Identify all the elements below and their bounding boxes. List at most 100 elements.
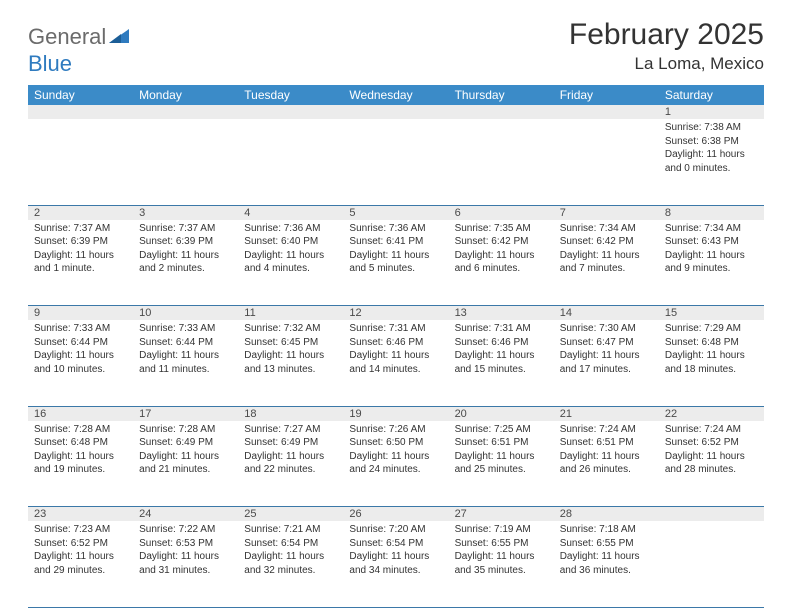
sunset-text: Sunset: 6:42 PM bbox=[455, 235, 548, 249]
sunrise-text: Sunrise: 7:27 AM bbox=[244, 423, 337, 437]
sunset-text: Sunset: 6:54 PM bbox=[349, 537, 442, 551]
day-number: 17 bbox=[133, 406, 238, 421]
daylight-text: Daylight: 11 hours and 34 minutes. bbox=[349, 550, 442, 577]
sunset-text: Sunset: 6:52 PM bbox=[34, 537, 127, 551]
daylight-text: Daylight: 11 hours and 25 minutes. bbox=[455, 450, 548, 477]
day-number: 21 bbox=[554, 406, 659, 421]
day-cell: Sunrise: 7:22 AMSunset: 6:53 PMDaylight:… bbox=[133, 521, 238, 607]
day-number: 3 bbox=[133, 205, 238, 220]
sunset-text: Sunset: 6:52 PM bbox=[665, 436, 758, 450]
day-cell: Sunrise: 7:23 AMSunset: 6:52 PMDaylight:… bbox=[28, 521, 133, 607]
sunrise-text: Sunrise: 7:20 AM bbox=[349, 523, 442, 537]
day-cell: Sunrise: 7:34 AMSunset: 6:42 PMDaylight:… bbox=[554, 220, 659, 306]
day-cell: Sunrise: 7:24 AMSunset: 6:52 PMDaylight:… bbox=[659, 421, 764, 507]
day-number: 14 bbox=[554, 306, 659, 321]
sunrise-text: Sunrise: 7:28 AM bbox=[139, 423, 232, 437]
day-cell: Sunrise: 7:35 AMSunset: 6:42 PMDaylight:… bbox=[449, 220, 554, 306]
day-number: 19 bbox=[343, 406, 448, 421]
sunset-text: Sunset: 6:48 PM bbox=[665, 336, 758, 350]
daylight-text: Daylight: 11 hours and 32 minutes. bbox=[244, 550, 337, 577]
sunset-text: Sunset: 6:49 PM bbox=[139, 436, 232, 450]
day-number: 2 bbox=[28, 205, 133, 220]
daylight-text: Daylight: 11 hours and 22 minutes. bbox=[244, 450, 337, 477]
day-number: 24 bbox=[133, 507, 238, 522]
day-cell: Sunrise: 7:29 AMSunset: 6:48 PMDaylight:… bbox=[659, 320, 764, 406]
daylight-text: Daylight: 11 hours and 10 minutes. bbox=[34, 349, 127, 376]
sunset-text: Sunset: 6:38 PM bbox=[665, 135, 758, 149]
sunrise-text: Sunrise: 7:26 AM bbox=[349, 423, 442, 437]
day-number: 25 bbox=[238, 507, 343, 522]
day-cell: Sunrise: 7:20 AMSunset: 6:54 PMDaylight:… bbox=[343, 521, 448, 607]
day-content-row: Sunrise: 7:38 AMSunset: 6:38 PMDaylight:… bbox=[28, 119, 764, 205]
day-number bbox=[554, 105, 659, 119]
sunset-text: Sunset: 6:48 PM bbox=[34, 436, 127, 450]
day-number: 12 bbox=[343, 306, 448, 321]
day-cell bbox=[238, 119, 343, 205]
sunrise-text: Sunrise: 7:18 AM bbox=[560, 523, 653, 537]
day-cell: Sunrise: 7:27 AMSunset: 6:49 PMDaylight:… bbox=[238, 421, 343, 507]
day-cell: Sunrise: 7:32 AMSunset: 6:45 PMDaylight:… bbox=[238, 320, 343, 406]
weekday-header: Saturday bbox=[659, 85, 764, 105]
sunrise-text: Sunrise: 7:37 AM bbox=[34, 222, 127, 236]
day-number: 23 bbox=[28, 507, 133, 522]
daylight-text: Daylight: 11 hours and 11 minutes. bbox=[139, 349, 232, 376]
sunrise-text: Sunrise: 7:19 AM bbox=[455, 523, 548, 537]
sunrise-text: Sunrise: 7:35 AM bbox=[455, 222, 548, 236]
sunset-text: Sunset: 6:55 PM bbox=[455, 537, 548, 551]
day-number bbox=[28, 105, 133, 119]
day-number: 11 bbox=[238, 306, 343, 321]
day-cell bbox=[343, 119, 448, 205]
sunset-text: Sunset: 6:51 PM bbox=[455, 436, 548, 450]
day-cell: Sunrise: 7:34 AMSunset: 6:43 PMDaylight:… bbox=[659, 220, 764, 306]
day-number-row: 9101112131415 bbox=[28, 306, 764, 321]
weekday-header: Friday bbox=[554, 85, 659, 105]
day-cell bbox=[449, 119, 554, 205]
day-number: 9 bbox=[28, 306, 133, 321]
sunrise-text: Sunrise: 7:25 AM bbox=[455, 423, 548, 437]
day-content-row: Sunrise: 7:37 AMSunset: 6:39 PMDaylight:… bbox=[28, 220, 764, 306]
day-number bbox=[343, 105, 448, 119]
daylight-text: Daylight: 11 hours and 0 minutes. bbox=[665, 148, 758, 175]
sunrise-text: Sunrise: 7:36 AM bbox=[349, 222, 442, 236]
sunrise-text: Sunrise: 7:32 AM bbox=[244, 322, 337, 336]
day-cell: Sunrise: 7:25 AMSunset: 6:51 PMDaylight:… bbox=[449, 421, 554, 507]
daylight-text: Daylight: 11 hours and 9 minutes. bbox=[665, 249, 758, 276]
sunrise-text: Sunrise: 7:22 AM bbox=[139, 523, 232, 537]
day-content-row: Sunrise: 7:28 AMSunset: 6:48 PMDaylight:… bbox=[28, 421, 764, 507]
weekday-header-row: Sunday Monday Tuesday Wednesday Thursday… bbox=[28, 85, 764, 105]
day-cell bbox=[554, 119, 659, 205]
day-number: 1 bbox=[659, 105, 764, 119]
day-number bbox=[449, 105, 554, 119]
day-cell: Sunrise: 7:36 AMSunset: 6:40 PMDaylight:… bbox=[238, 220, 343, 306]
daylight-text: Daylight: 11 hours and 1 minute. bbox=[34, 249, 127, 276]
sunset-text: Sunset: 6:46 PM bbox=[455, 336, 548, 350]
weekday-header: Monday bbox=[133, 85, 238, 105]
weekday-header: Tuesday bbox=[238, 85, 343, 105]
sunrise-text: Sunrise: 7:29 AM bbox=[665, 322, 758, 336]
daylight-text: Daylight: 11 hours and 21 minutes. bbox=[139, 450, 232, 477]
brand-name-a: General bbox=[28, 24, 106, 49]
month-title: February 2025 bbox=[569, 18, 764, 52]
sunset-text: Sunset: 6:55 PM bbox=[560, 537, 653, 551]
brand-logo: General Blue bbox=[28, 24, 131, 77]
sunrise-text: Sunrise: 7:38 AM bbox=[665, 121, 758, 135]
day-cell: Sunrise: 7:19 AMSunset: 6:55 PMDaylight:… bbox=[449, 521, 554, 607]
brand-name-b: Blue bbox=[28, 51, 72, 76]
day-cell: Sunrise: 7:31 AMSunset: 6:46 PMDaylight:… bbox=[449, 320, 554, 406]
day-number: 10 bbox=[133, 306, 238, 321]
day-number bbox=[659, 507, 764, 522]
day-cell: Sunrise: 7:33 AMSunset: 6:44 PMDaylight:… bbox=[28, 320, 133, 406]
weekday-header: Wednesday bbox=[343, 85, 448, 105]
sail-icon bbox=[109, 25, 131, 51]
sunrise-text: Sunrise: 7:28 AM bbox=[34, 423, 127, 437]
daylight-text: Daylight: 11 hours and 24 minutes. bbox=[349, 450, 442, 477]
daylight-text: Daylight: 11 hours and 7 minutes. bbox=[560, 249, 653, 276]
daylight-text: Daylight: 11 hours and 18 minutes. bbox=[665, 349, 758, 376]
day-number-row: 232425262728 bbox=[28, 507, 764, 522]
day-number: 18 bbox=[238, 406, 343, 421]
day-cell: Sunrise: 7:37 AMSunset: 6:39 PMDaylight:… bbox=[133, 220, 238, 306]
day-cell: Sunrise: 7:28 AMSunset: 6:48 PMDaylight:… bbox=[28, 421, 133, 507]
sunset-text: Sunset: 6:54 PM bbox=[244, 537, 337, 551]
sunset-text: Sunset: 6:40 PM bbox=[244, 235, 337, 249]
daylight-text: Daylight: 11 hours and 4 minutes. bbox=[244, 249, 337, 276]
